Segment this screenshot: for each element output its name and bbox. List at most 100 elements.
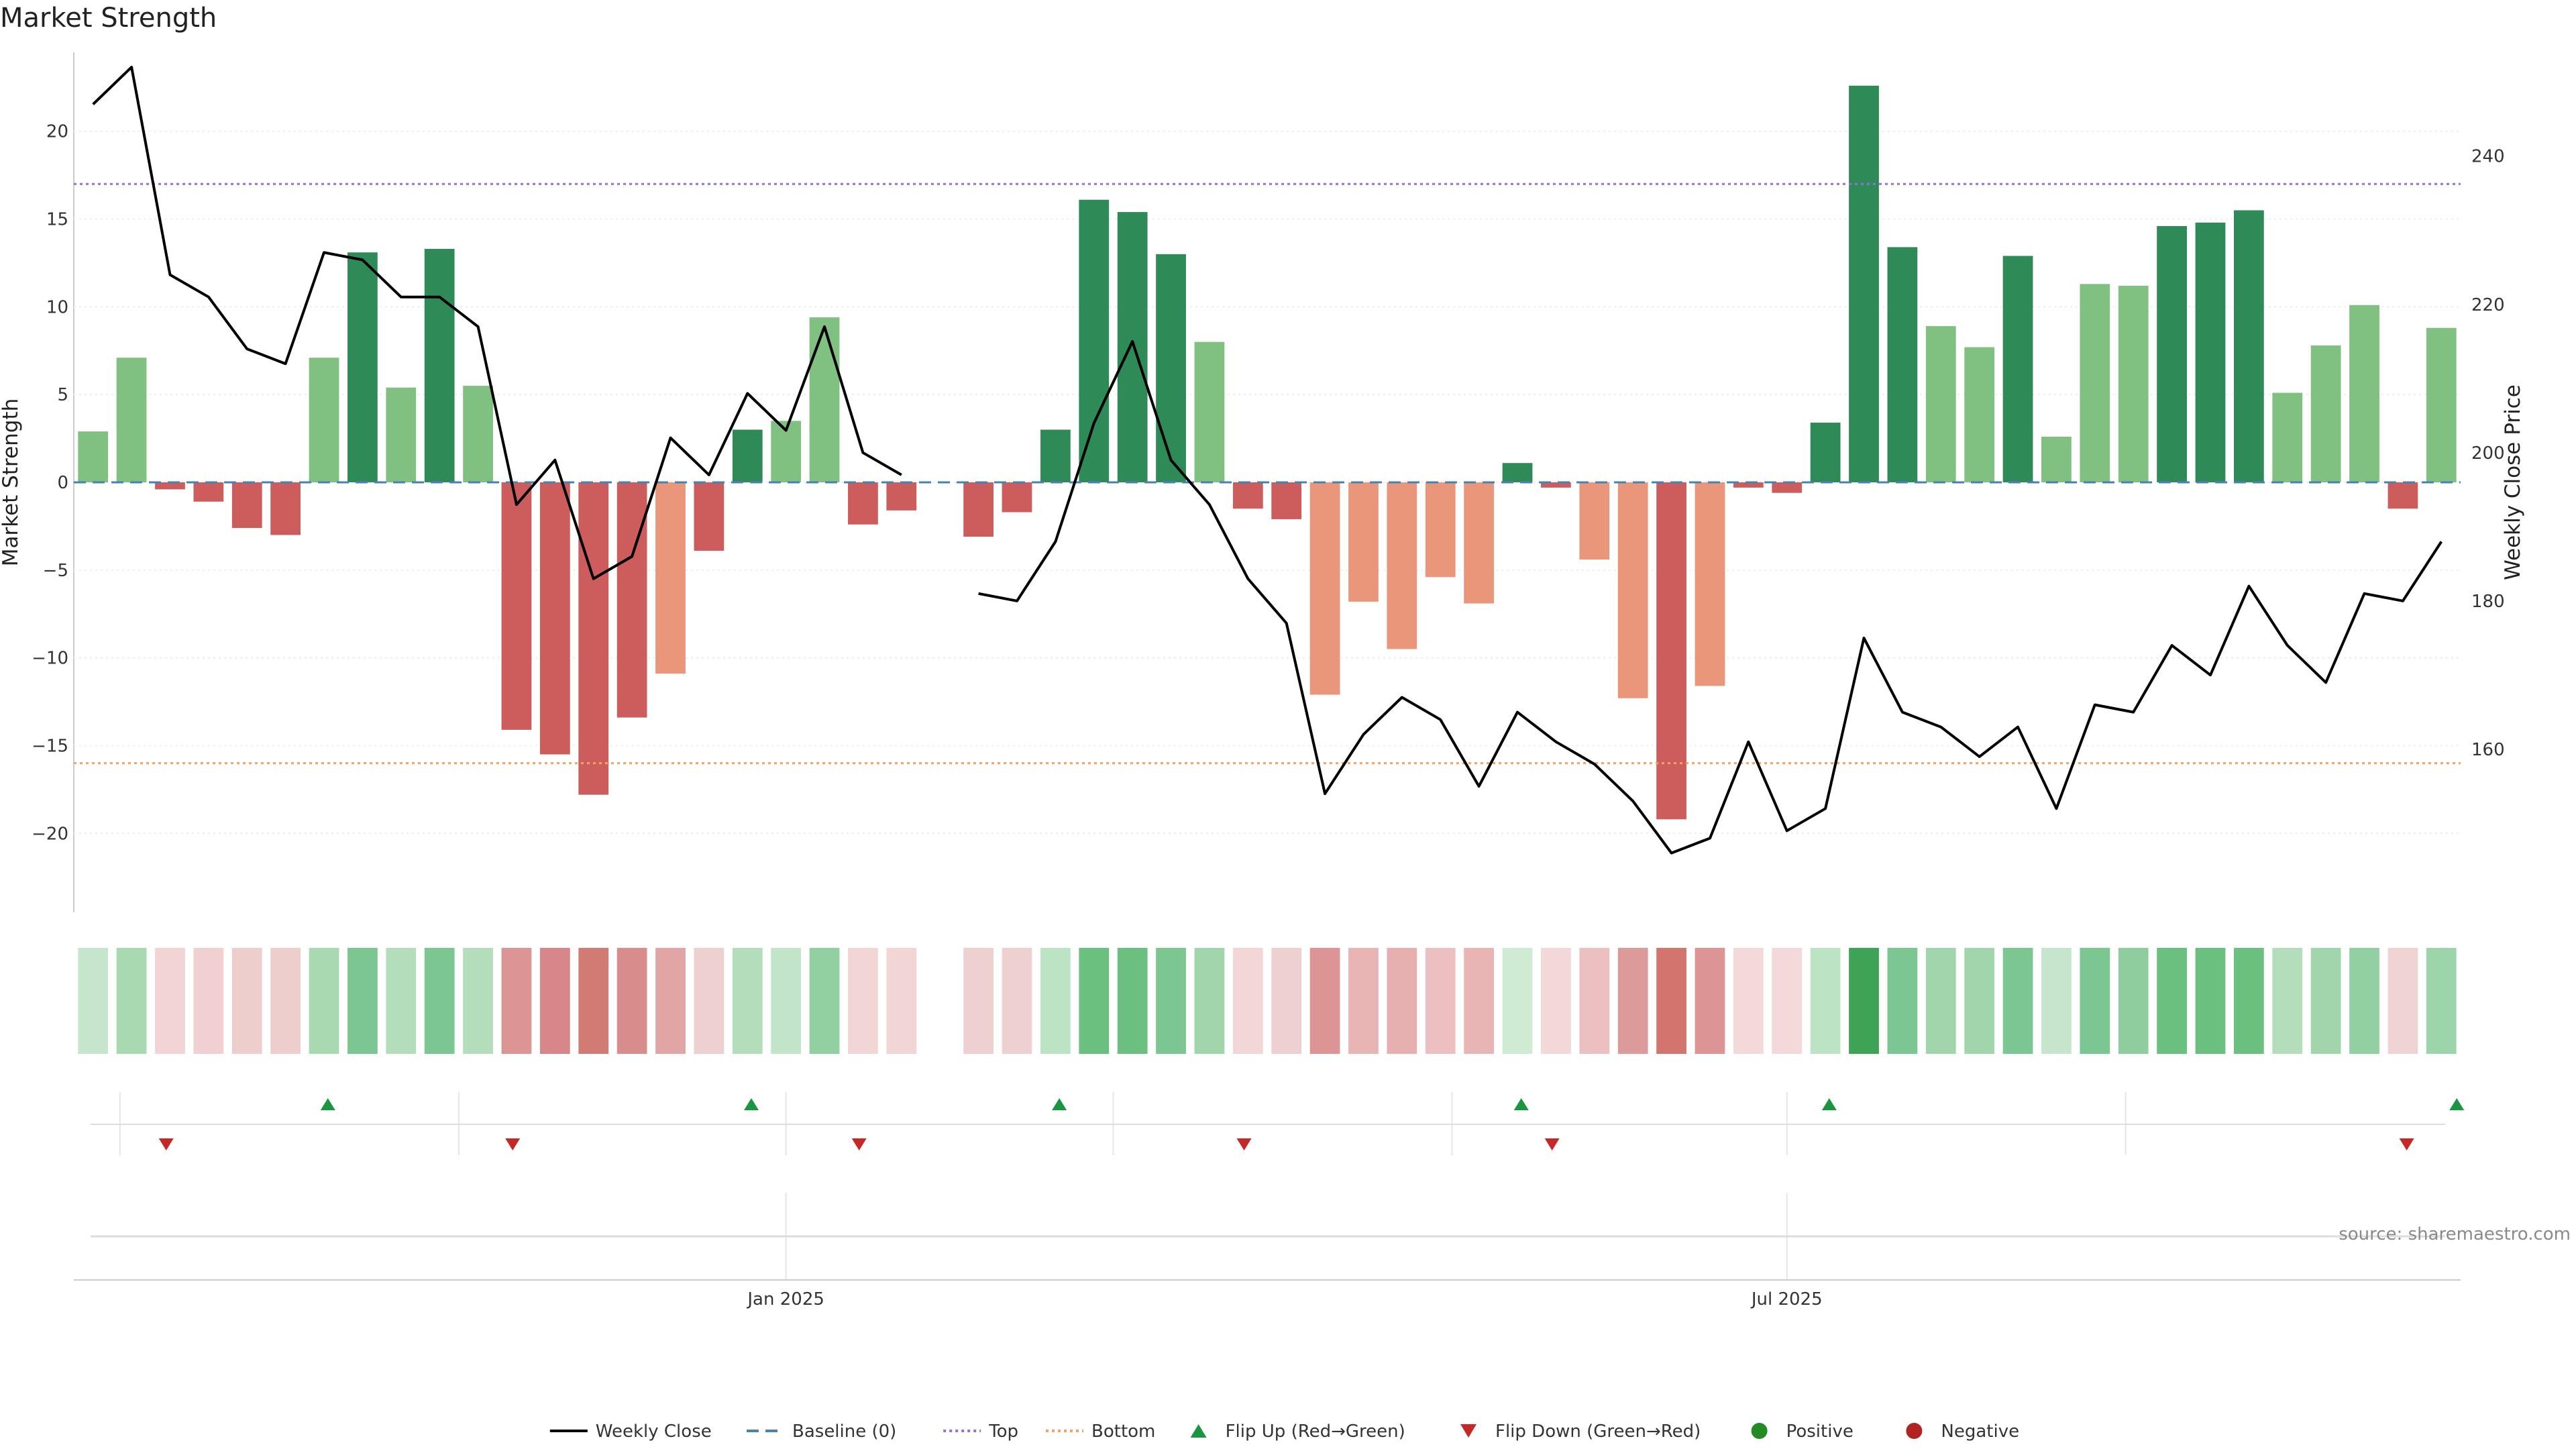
strength-bar — [2157, 226, 2187, 482]
heat-cell — [963, 948, 994, 1054]
y-tick-label: 10 — [46, 297, 68, 317]
strength-bar — [386, 387, 417, 482]
heat-cell — [848, 948, 878, 1054]
flip-down-marker — [1236, 1138, 1252, 1150]
y-tick-label: −10 — [32, 649, 68, 669]
strength-bar — [1733, 482, 1764, 488]
heat-cell — [1579, 948, 1610, 1054]
strength-bar — [2349, 305, 2379, 482]
strength-bar — [578, 482, 609, 795]
strength-bar — [1502, 463, 1533, 482]
strength-bar — [1964, 347, 1995, 482]
x-tick-label: Jan 2025 — [746, 1289, 824, 1309]
heat-cell — [1656, 948, 1686, 1054]
strength-bar — [2195, 222, 2226, 482]
flip-up-marker — [1513, 1098, 1529, 1110]
heat-cell — [1387, 948, 1417, 1054]
strength-bar — [1040, 429, 1071, 482]
heat-cell — [1002, 948, 1032, 1054]
flip-down-marker — [505, 1138, 521, 1150]
heat-cell — [1964, 948, 1995, 1054]
heat-cell — [655, 948, 686, 1054]
heat-cell — [578, 948, 609, 1054]
heat-cell — [386, 948, 417, 1054]
strength-bar — [1887, 247, 1918, 482]
legend-symbol-flip-up — [1190, 1424, 1207, 1438]
y-tick-label: 20 — [46, 122, 68, 142]
strength-bar — [1156, 254, 1186, 482]
heat-cell — [1348, 948, 1379, 1054]
flip-down-marker — [2399, 1138, 2414, 1150]
y2-tick-label: 240 — [2471, 147, 2505, 167]
strength-bar — [1541, 482, 1571, 488]
strength-bar — [2310, 345, 2341, 482]
strength-bar — [2118, 285, 2149, 482]
heat-cell — [771, 948, 802, 1054]
legend-symbol-flip-down — [1460, 1424, 1477, 1438]
flip-down-marker — [851, 1138, 867, 1150]
heat-cell — [1309, 948, 1340, 1054]
strength-bar — [1464, 482, 1495, 604]
strength-bar — [886, 482, 917, 511]
heat-cell — [2233, 948, 2264, 1054]
date-axis-panel: Jan 2025 Jul 2025 — [74, 1193, 2461, 1309]
flip-up-marker — [744, 1098, 759, 1110]
heat-cell — [424, 948, 455, 1054]
heat-cell — [2041, 948, 2072, 1054]
strength-bar — [2426, 327, 2457, 482]
heat-cell — [501, 948, 532, 1054]
strength-bar — [848, 482, 878, 525]
heat-cell — [1079, 948, 1110, 1054]
heat-cell — [2157, 948, 2187, 1054]
heat-cell — [1502, 948, 1533, 1054]
heat-cell — [1040, 948, 1071, 1054]
legend-label: Flip Up (Red→Green) — [1226, 1421, 1405, 1442]
legend-label: Top — [988, 1421, 1018, 1442]
strength-bar — [1925, 326, 1956, 482]
strength-bar — [539, 482, 570, 755]
heat-cell — [1117, 948, 1148, 1054]
legend-symbol-dot — [1906, 1423, 1923, 1439]
strength-bar — [193, 482, 224, 502]
heat-cell — [1156, 948, 1186, 1054]
strength-bar — [2233, 210, 2264, 482]
flip-down-marker — [158, 1138, 174, 1150]
y-tick-label: −15 — [32, 736, 68, 756]
heat-cell — [1925, 948, 1956, 1054]
heat-cell — [78, 948, 109, 1054]
flip-down-marker — [1544, 1138, 1560, 1150]
strength-bar — [1309, 482, 1340, 695]
heat-cell — [1887, 948, 1918, 1054]
heat-cell — [1541, 948, 1571, 1054]
legend-label: Weekly Close — [596, 1421, 712, 1442]
strength-bar — [1387, 482, 1417, 649]
legend-symbol-dot — [1751, 1423, 1768, 1439]
strength-bar — [2272, 392, 2303, 482]
strength-bar — [732, 429, 763, 482]
heat-cell — [1733, 948, 1764, 1054]
flip-up-marker — [1052, 1098, 1067, 1110]
legend-label: Bottom — [1091, 1421, 1155, 1442]
strength-bar — [2387, 482, 2418, 509]
heat-cell — [1695, 948, 1725, 1054]
heat-strip — [78, 948, 2457, 1054]
heat-cell — [2272, 948, 2303, 1054]
y2-tick-label: 180 — [2471, 592, 2505, 612]
strength-bar — [1617, 482, 1648, 698]
strength-bar — [1002, 482, 1032, 513]
legend-label: Baseline (0) — [792, 1421, 896, 1442]
strength-bar — [809, 317, 840, 482]
y-tick-label: 15 — [46, 210, 68, 230]
strength-bar — [616, 482, 647, 718]
heat-cell — [2195, 948, 2226, 1054]
heat-cell — [732, 948, 763, 1054]
strength-bar — [1271, 482, 1302, 519]
heat-cell — [347, 948, 378, 1054]
y2-tick-label: 160 — [2471, 740, 2505, 760]
source-credit: source: sharemaestro.com — [2339, 1224, 2571, 1244]
heat-cell — [1271, 948, 1302, 1054]
strength-bar — [2080, 284, 2110, 482]
strength-bar — [1232, 482, 1263, 509]
strength-bar — [655, 482, 686, 674]
strength-bar — [1117, 212, 1148, 482]
